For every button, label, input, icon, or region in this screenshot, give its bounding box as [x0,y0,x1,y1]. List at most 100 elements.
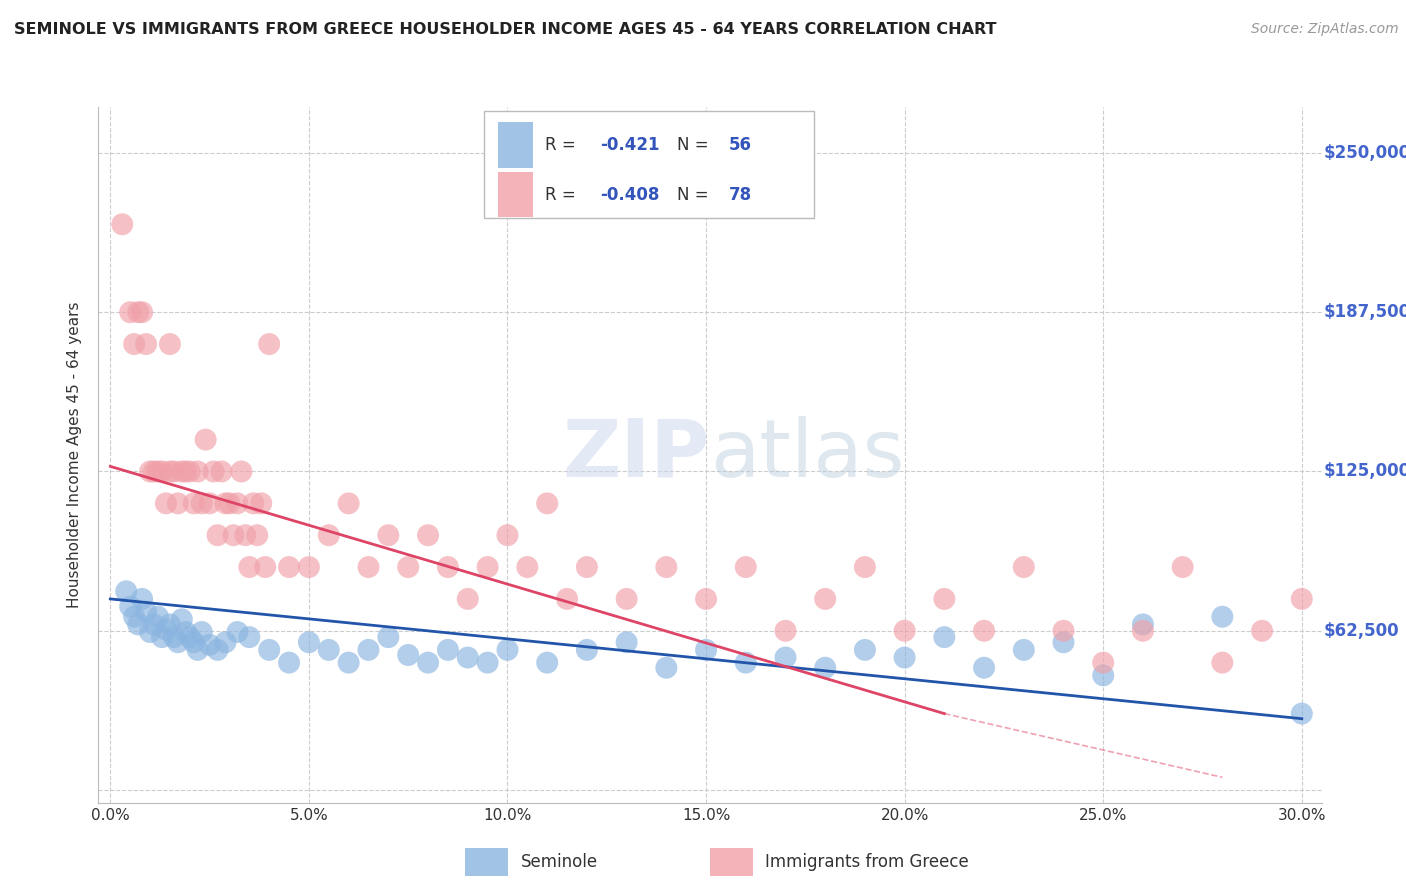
Point [457,650,479,665]
Point [179,465,201,479]
Point [318,528,340,542]
Point [131,305,153,319]
Point [536,656,558,670]
Point [1171,560,1194,574]
Point [814,591,837,606]
Point [437,643,460,657]
Point [120,305,142,319]
Point [159,617,181,632]
Text: 78: 78 [728,186,751,203]
Point [616,635,638,649]
Point [187,465,209,479]
Point [1012,560,1035,574]
Point [278,560,301,574]
Point [298,560,321,574]
Bar [498,172,533,218]
Point [416,528,439,542]
Text: $250,000: $250,000 [1324,144,1406,162]
Point [734,560,756,574]
Point [179,630,201,644]
Point [183,496,205,510]
Point [695,643,717,657]
Point [298,635,321,649]
Point [163,465,186,479]
Point [416,656,439,670]
Point [120,599,142,614]
Point [575,643,598,657]
Point [235,528,257,542]
Point [183,635,205,649]
Text: $187,500: $187,500 [1324,303,1406,321]
Point [1132,624,1154,638]
Point [139,465,162,479]
Point [139,625,162,640]
Text: ZIP: ZIP [562,416,710,494]
Point [257,643,280,657]
Point [226,496,249,510]
Text: Immigrants from Greece: Immigrants from Greece [765,853,969,871]
Point [477,656,499,670]
Point [1211,656,1233,670]
Point [238,630,260,644]
Point [187,643,209,657]
Point [1291,706,1313,721]
Point [135,337,157,351]
Point [734,656,756,670]
Point [207,528,229,542]
Point [1291,591,1313,606]
Text: -0.421: -0.421 [600,136,659,154]
Point [155,496,177,510]
FancyBboxPatch shape [484,111,814,219]
Text: R =: R = [546,136,581,154]
Point [1092,668,1115,682]
Point [516,560,538,574]
Point [170,612,193,626]
Point [357,643,380,657]
Point [166,496,188,510]
Point [337,496,360,510]
Point [166,635,188,649]
Point [934,591,956,606]
Text: 56: 56 [728,136,751,154]
Point [150,465,173,479]
Point [222,528,245,542]
Bar [498,122,533,168]
Text: -0.408: -0.408 [600,186,659,203]
Point [377,630,399,644]
Point [318,643,340,657]
Point [973,661,995,675]
Point [973,624,995,638]
Point [127,617,149,632]
Point [218,496,240,510]
Point [122,337,145,351]
Point [127,305,149,319]
Point [250,496,273,510]
Point [1369,560,1392,574]
Point [775,624,797,638]
Point [163,630,186,644]
Y-axis label: Householder Income Ages 45 - 64 years: Householder Income Ages 45 - 64 years [67,301,83,608]
Point [254,560,277,574]
Point [194,433,217,447]
Point [115,584,138,599]
Point [934,630,956,644]
Point [278,656,301,670]
Point [211,465,233,479]
Point [337,656,360,670]
Point [131,591,153,606]
Text: N =: N = [678,136,714,154]
Point [396,560,419,574]
Point [1330,624,1353,638]
Point [170,465,193,479]
Text: Source: ZipAtlas.com: Source: ZipAtlas.com [1251,22,1399,37]
Point [575,560,598,574]
Point [198,496,221,510]
Point [257,337,280,351]
Point [853,560,876,574]
Point [214,496,236,510]
Text: Seminole: Seminole [520,853,598,871]
Point [242,496,264,510]
Point [536,496,558,510]
Point [357,560,380,574]
Point [1211,609,1233,624]
